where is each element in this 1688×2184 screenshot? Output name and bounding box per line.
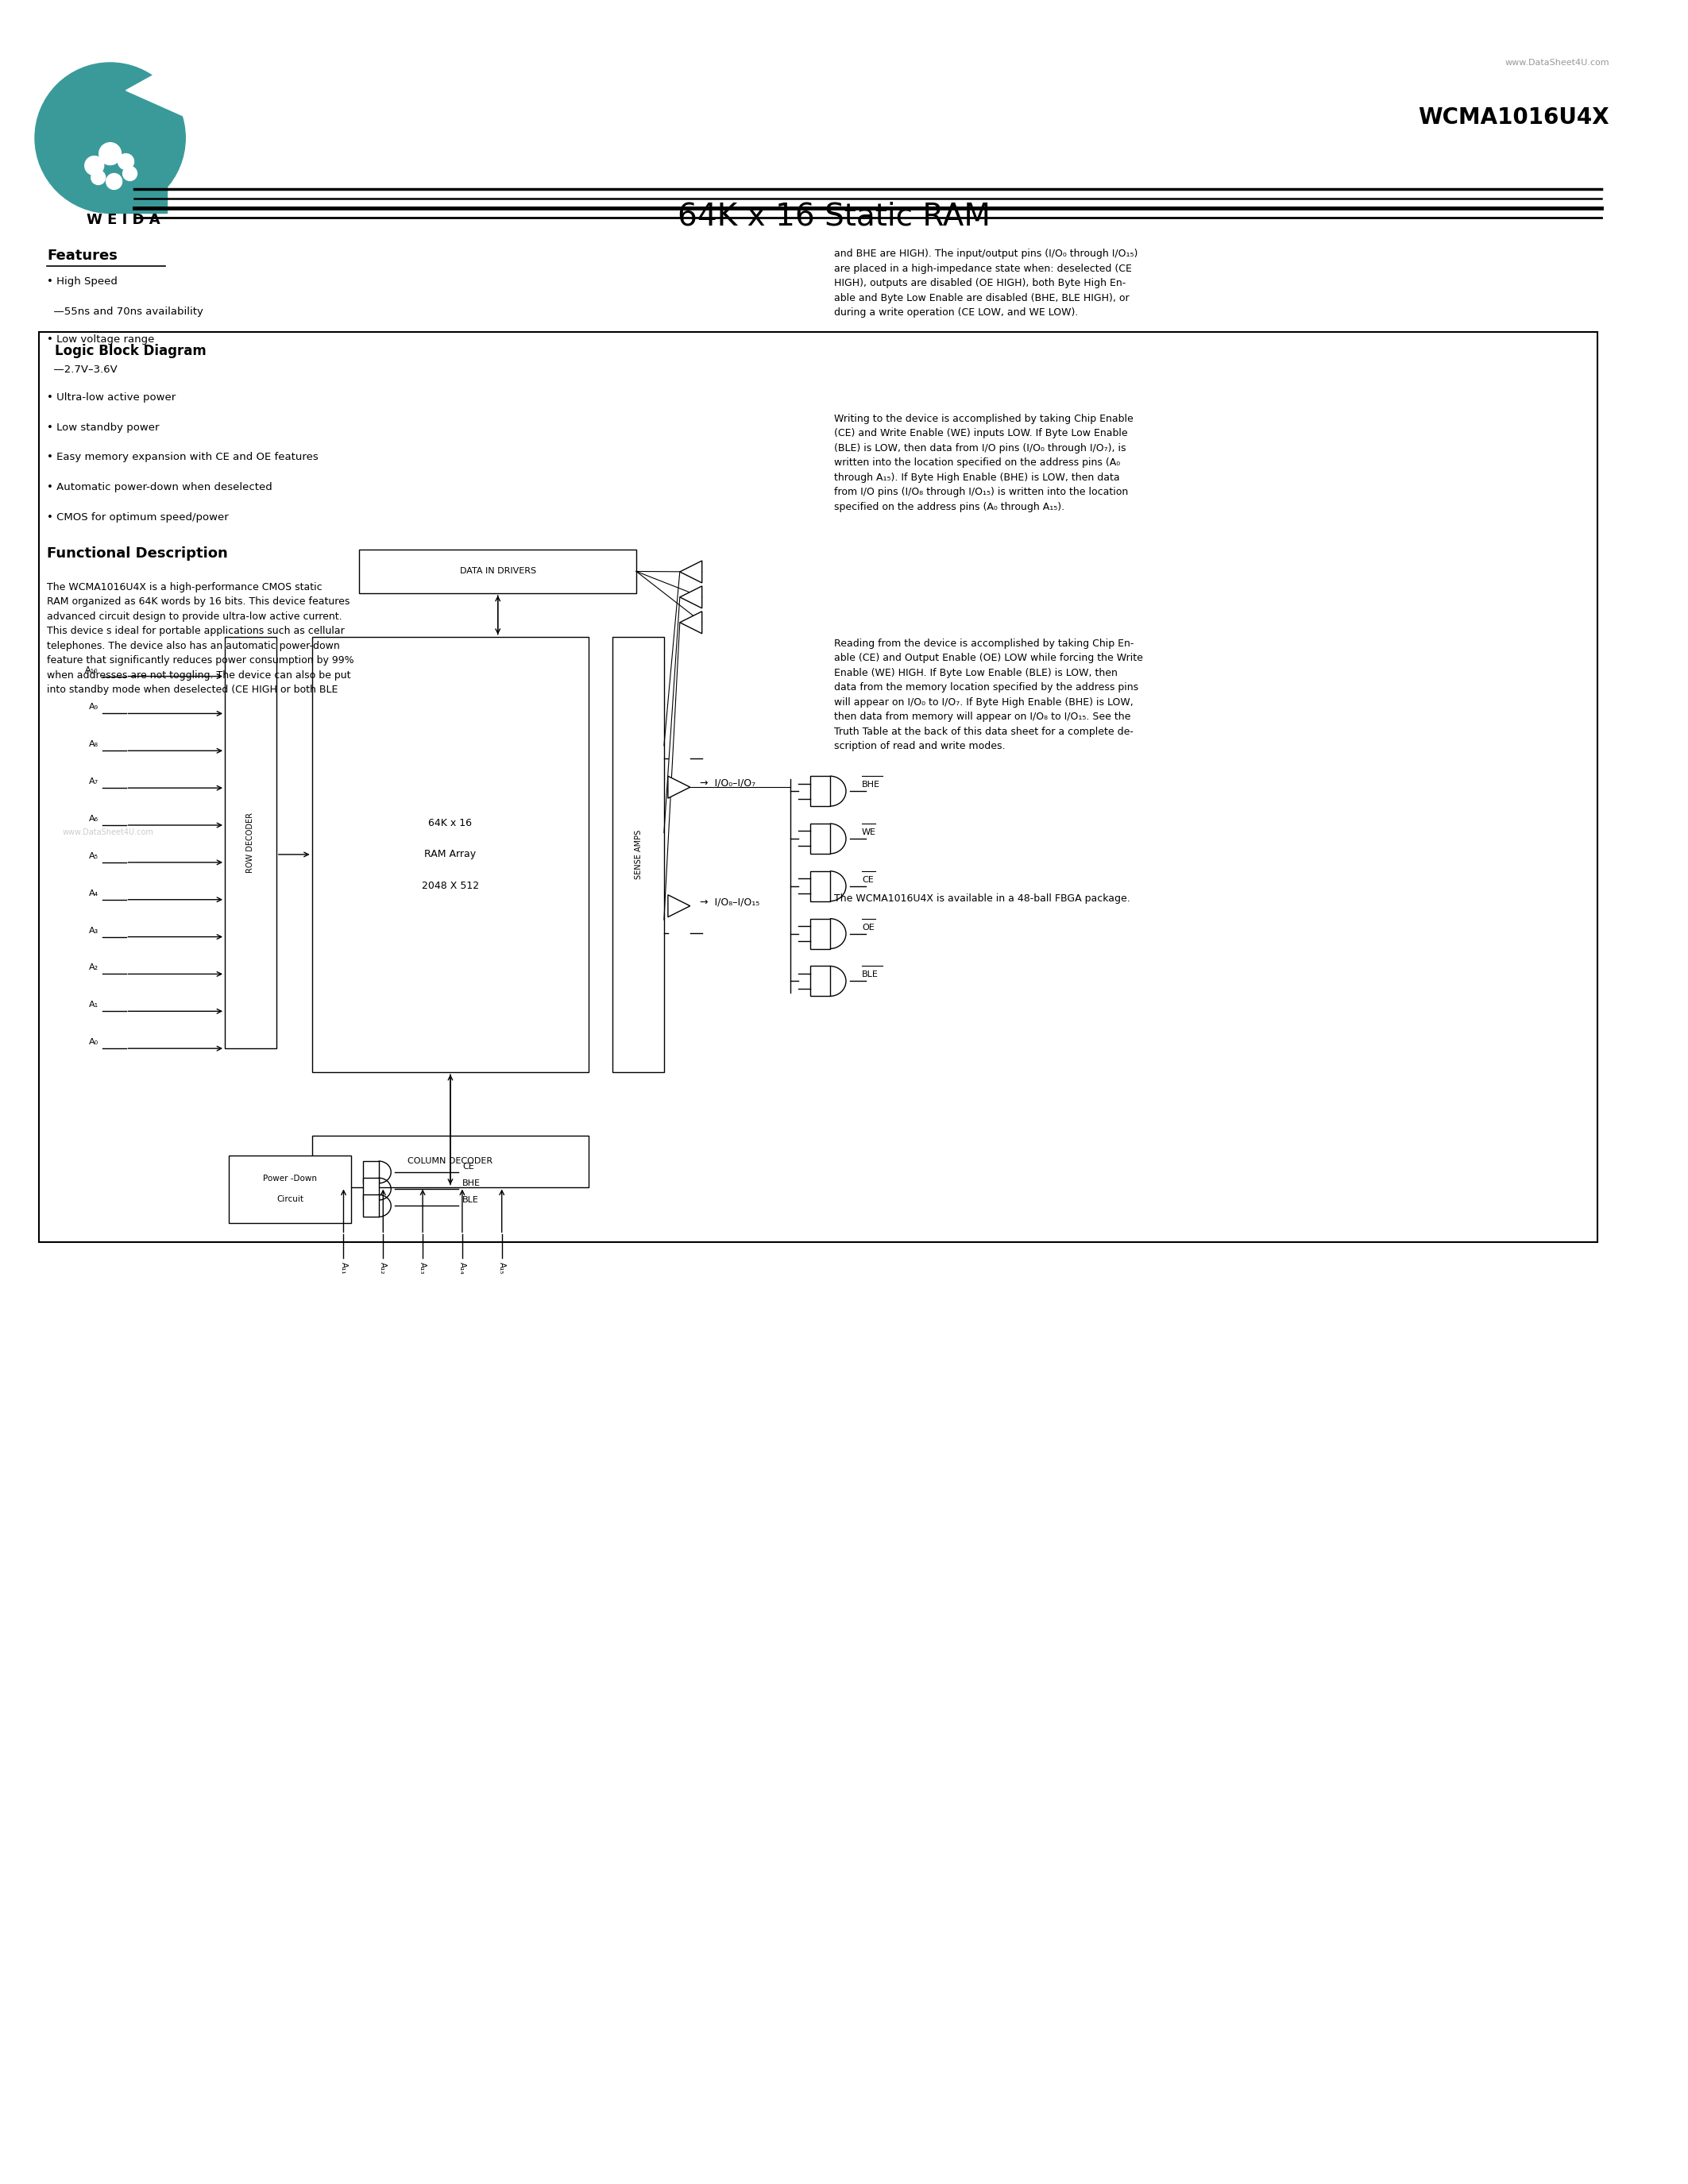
Text: www.DataSheet4U.com: www.DataSheet4U.com bbox=[62, 828, 154, 836]
Text: Logic Block Diagram: Logic Block Diagram bbox=[54, 343, 206, 358]
Text: COLUMN DECODER: COLUMN DECODER bbox=[408, 1158, 493, 1166]
Text: A₉: A₉ bbox=[89, 703, 98, 712]
Bar bbox=[39, 332, 1597, 1243]
Text: A₁₃: A₁₃ bbox=[419, 1262, 427, 1275]
Text: A₁₀: A₁₀ bbox=[84, 666, 98, 675]
Circle shape bbox=[118, 153, 133, 170]
Bar bbox=[312, 1136, 589, 1188]
Text: Writing to the device is accomplished by taking Chip Enable
(CE) and Write Enabl: Writing to the device is accomplished by… bbox=[834, 413, 1133, 511]
Text: ROW DECODER: ROW DECODER bbox=[246, 812, 255, 874]
Text: • Easy memory expansion with CE and OE features: • Easy memory expansion with CE and OE f… bbox=[47, 452, 319, 463]
Bar bbox=[312, 638, 589, 1072]
Text: 64K x 16: 64K x 16 bbox=[429, 817, 473, 828]
Bar bbox=[810, 823, 830, 854]
Polygon shape bbox=[127, 50, 197, 122]
Text: A₇: A₇ bbox=[89, 778, 98, 786]
Text: SENSE AMPS: SENSE AMPS bbox=[635, 830, 641, 880]
Text: A₈: A₈ bbox=[89, 740, 98, 749]
Text: BLE: BLE bbox=[463, 1197, 479, 1203]
Text: A₀: A₀ bbox=[89, 1037, 98, 1046]
Text: A₁₁: A₁₁ bbox=[339, 1262, 348, 1275]
Bar bbox=[810, 919, 830, 948]
Text: —55ns and 70ns availability: —55ns and 70ns availability bbox=[47, 306, 203, 317]
Text: A₁₂: A₁₂ bbox=[380, 1262, 387, 1275]
Text: →  I/O₈–I/O₁₅: → I/O₈–I/O₁₅ bbox=[699, 898, 760, 906]
Text: —2.7V–3.6V: —2.7V–3.6V bbox=[47, 365, 118, 376]
Bar bbox=[360, 550, 636, 594]
Text: The WCMA1016U4X is available in a 48-ball FBGA package.: The WCMA1016U4X is available in a 48-bal… bbox=[834, 893, 1131, 904]
Text: The WCMA1016U4X is a high-performance CMOS static
RAM organized as 64K words by : The WCMA1016U4X is a high-performance CM… bbox=[47, 583, 354, 695]
Circle shape bbox=[123, 166, 137, 181]
Bar bbox=[810, 871, 830, 902]
Text: OE: OE bbox=[863, 924, 874, 930]
Text: Features: Features bbox=[47, 249, 118, 262]
Circle shape bbox=[35, 63, 186, 214]
Text: RAM Array: RAM Array bbox=[424, 850, 476, 860]
Text: Power -Down: Power -Down bbox=[263, 1175, 317, 1184]
Bar bbox=[363, 1177, 378, 1199]
Text: WE: WE bbox=[863, 828, 876, 836]
Text: www.DataSheet4U.com: www.DataSheet4U.com bbox=[1506, 59, 1610, 68]
Bar bbox=[363, 1162, 378, 1184]
Text: A₆: A₆ bbox=[89, 815, 98, 823]
Bar bbox=[613, 638, 663, 1072]
Text: →  I/O₀–I/O₇: → I/O₀–I/O₇ bbox=[699, 778, 755, 788]
Polygon shape bbox=[668, 895, 690, 917]
Polygon shape bbox=[668, 775, 690, 797]
Bar bbox=[363, 1195, 378, 1216]
Text: 64K x 16 Static RAM: 64K x 16 Static RAM bbox=[677, 201, 991, 232]
Text: • Automatic power-down when deselected: • Automatic power-down when deselected bbox=[47, 483, 272, 494]
Bar bbox=[110, 157, 167, 214]
Text: Circuit: Circuit bbox=[277, 1195, 304, 1203]
Polygon shape bbox=[680, 612, 702, 633]
Text: A₂: A₂ bbox=[89, 963, 98, 972]
Bar bbox=[810, 965, 830, 996]
Circle shape bbox=[91, 170, 105, 186]
Text: BHE: BHE bbox=[863, 782, 879, 788]
Text: A₁₅: A₁₅ bbox=[498, 1262, 506, 1275]
Text: A₄: A₄ bbox=[89, 889, 98, 898]
Circle shape bbox=[106, 173, 122, 190]
Text: 2048 X 512: 2048 X 512 bbox=[422, 880, 479, 891]
Bar bbox=[810, 775, 830, 806]
Text: • CMOS for optimum speed/power: • CMOS for optimum speed/power bbox=[47, 513, 228, 522]
Text: W E I D A: W E I D A bbox=[86, 214, 160, 227]
Bar bbox=[225, 638, 277, 1048]
Circle shape bbox=[84, 155, 103, 175]
Text: Reading from the device is accomplished by taking Chip En-
able (CE) and Output : Reading from the device is accomplished … bbox=[834, 638, 1143, 751]
Text: • Ultra-low active power: • Ultra-low active power bbox=[47, 393, 176, 402]
Text: • Low standby power: • Low standby power bbox=[47, 422, 159, 432]
Circle shape bbox=[100, 142, 122, 164]
Text: Functional Description: Functional Description bbox=[47, 546, 228, 561]
Text: CE: CE bbox=[463, 1162, 474, 1171]
Bar bbox=[230, 1155, 351, 1223]
Text: BLE: BLE bbox=[863, 972, 878, 978]
Text: CE: CE bbox=[863, 876, 873, 885]
Text: WCMA1016U4X: WCMA1016U4X bbox=[1418, 107, 1610, 129]
Text: DATA IN DRIVERS: DATA IN DRIVERS bbox=[459, 568, 537, 574]
Polygon shape bbox=[680, 585, 702, 607]
Text: A₁: A₁ bbox=[89, 1000, 98, 1009]
Text: • High Speed: • High Speed bbox=[47, 277, 118, 286]
Text: • Low voltage range: • Low voltage range bbox=[47, 334, 154, 345]
Text: A₅: A₅ bbox=[89, 852, 98, 860]
Text: A₁₄: A₁₄ bbox=[457, 1262, 466, 1275]
Text: BHE: BHE bbox=[463, 1179, 481, 1188]
Polygon shape bbox=[680, 561, 702, 583]
Text: and BHE are HIGH). The input/output pins (I/O₀ through I/O₁₅)
are placed in a hi: and BHE are HIGH). The input/output pins… bbox=[834, 249, 1138, 319]
Text: A₃: A₃ bbox=[88, 926, 98, 935]
